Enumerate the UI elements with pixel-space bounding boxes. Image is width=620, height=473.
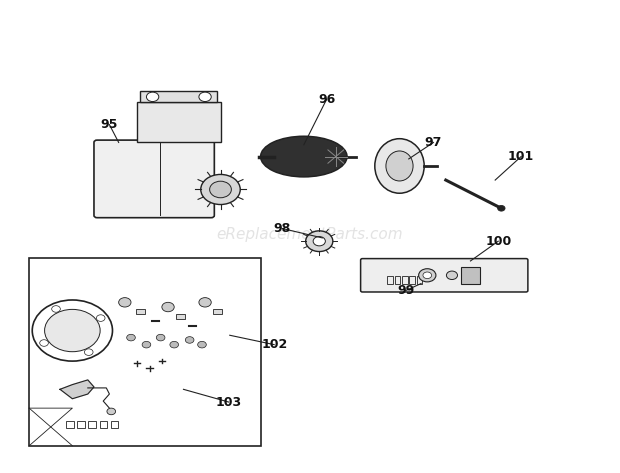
Bar xyxy=(136,309,144,314)
Text: 97: 97 xyxy=(425,136,442,149)
Bar xyxy=(402,276,407,284)
Circle shape xyxy=(45,309,100,352)
Circle shape xyxy=(40,340,48,346)
Circle shape xyxy=(418,269,436,282)
Bar xyxy=(387,276,392,284)
Circle shape xyxy=(210,181,231,198)
Circle shape xyxy=(84,349,93,355)
Bar xyxy=(213,309,222,314)
Text: 99: 99 xyxy=(397,284,414,297)
Circle shape xyxy=(162,302,174,312)
Text: 95: 95 xyxy=(100,118,118,131)
Circle shape xyxy=(185,337,194,343)
Bar xyxy=(176,314,185,319)
Bar xyxy=(100,421,107,428)
Bar xyxy=(78,421,85,428)
Bar xyxy=(66,421,74,428)
Circle shape xyxy=(198,342,206,348)
Ellipse shape xyxy=(260,136,347,177)
Bar xyxy=(394,276,400,284)
Circle shape xyxy=(118,298,131,307)
Bar xyxy=(417,276,422,284)
Ellipse shape xyxy=(386,151,413,181)
Bar xyxy=(140,91,218,103)
Circle shape xyxy=(96,315,105,321)
Circle shape xyxy=(201,175,241,204)
Polygon shape xyxy=(60,380,94,399)
Circle shape xyxy=(107,408,115,415)
FancyBboxPatch shape xyxy=(94,140,215,218)
Circle shape xyxy=(446,271,458,280)
Ellipse shape xyxy=(375,139,424,193)
Circle shape xyxy=(498,205,505,211)
Text: 100: 100 xyxy=(485,235,512,248)
Circle shape xyxy=(51,306,60,312)
Circle shape xyxy=(32,300,112,361)
Circle shape xyxy=(146,92,159,102)
Text: 103: 103 xyxy=(216,395,242,409)
Circle shape xyxy=(423,272,432,279)
Bar xyxy=(137,103,221,142)
Circle shape xyxy=(199,298,211,307)
Text: 102: 102 xyxy=(261,338,287,351)
Circle shape xyxy=(199,92,211,102)
Bar xyxy=(409,276,415,284)
Circle shape xyxy=(306,231,333,252)
Text: 101: 101 xyxy=(508,150,534,163)
Circle shape xyxy=(126,334,135,341)
Bar xyxy=(89,421,96,428)
FancyBboxPatch shape xyxy=(361,259,528,292)
Bar xyxy=(29,258,260,446)
Circle shape xyxy=(313,236,326,246)
Bar xyxy=(110,421,118,428)
Circle shape xyxy=(170,342,179,348)
Circle shape xyxy=(156,334,165,341)
Circle shape xyxy=(142,342,151,348)
Text: 98: 98 xyxy=(273,222,291,235)
Text: 96: 96 xyxy=(318,93,335,105)
Text: eReplacementParts.com: eReplacementParts.com xyxy=(216,227,404,242)
Bar xyxy=(461,267,480,284)
